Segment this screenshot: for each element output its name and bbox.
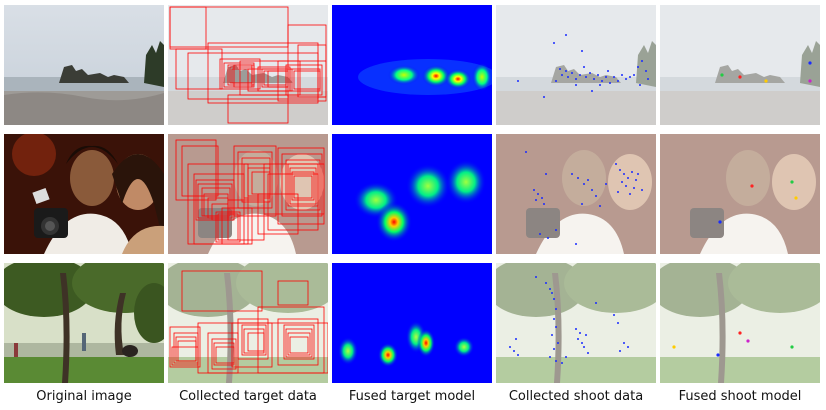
row2-original-image [4,134,164,254]
row3-target-data [168,263,328,383]
row1-target-data [168,5,328,125]
row3-shoot-data [496,263,656,383]
row2-target-heatmap [332,134,492,254]
caption-original-image: Original image [36,389,132,404]
row2-target-data [168,134,328,254]
caption-collected-target-data: Collected target data [179,389,317,404]
caption-fused-shoot-model: Fused shoot model [678,389,802,404]
row3-target-heatmap [332,263,492,383]
caption-fused-target-model: Fused target model [348,389,476,404]
row1-shoot-model [660,5,820,125]
row1-original-image [4,5,164,125]
figure-grid [4,5,822,383]
row2-shoot-data [496,134,656,254]
row3-shoot-model [660,263,820,383]
row2-shoot-model [660,134,820,254]
caption-collected-shoot-data: Collected shoot data [508,389,644,404]
row1-target-heatmap [332,5,492,125]
row3-original-image [4,263,164,383]
row1-shoot-data [496,5,656,125]
